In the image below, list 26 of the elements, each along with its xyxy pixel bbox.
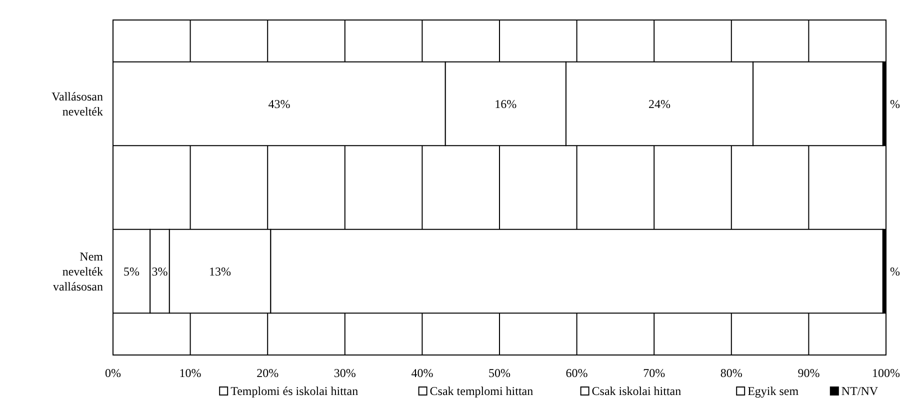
x-tick-label: 0% <box>105 366 121 380</box>
y-tick-label: Vallásosan nevelték <box>52 89 103 118</box>
x-tick-label: 40% <box>411 366 434 380</box>
x-tick-label: 60% <box>566 366 588 380</box>
legend-label: Egyik sem <box>748 384 800 398</box>
data-label: 16% <box>494 96 517 111</box>
legend-label: NT/NV <box>841 384 878 398</box>
x-tick-label: 70% <box>643 366 666 380</box>
y-tick-label: Nem nevelték vallásosan <box>53 249 104 294</box>
data-label: 5% <box>124 264 140 278</box>
x-tick-label: 80% <box>720 366 742 380</box>
data-label: 24% <box>648 96 671 111</box>
x-tick-label: 90% <box>798 366 820 380</box>
x-tick-label: 30% <box>334 366 356 380</box>
data-label: 3% <box>152 264 168 278</box>
data-label: % <box>890 264 900 278</box>
legend-label: Templomi és iskolai hittan <box>230 384 358 398</box>
x-tick-label: 10% <box>179 366 202 380</box>
data-label: 13% <box>209 264 232 278</box>
legend-label: Csak iskolai hittan <box>592 384 682 398</box>
x-tick-label: 20% <box>256 366 279 380</box>
data-label: % <box>890 96 900 111</box>
legend-label: Csak templomi hittan <box>430 384 534 398</box>
x-tick-label: 50% <box>488 366 510 380</box>
data-label: 43% <box>268 96 290 111</box>
x-tick-label: 100% <box>872 366 900 380</box>
